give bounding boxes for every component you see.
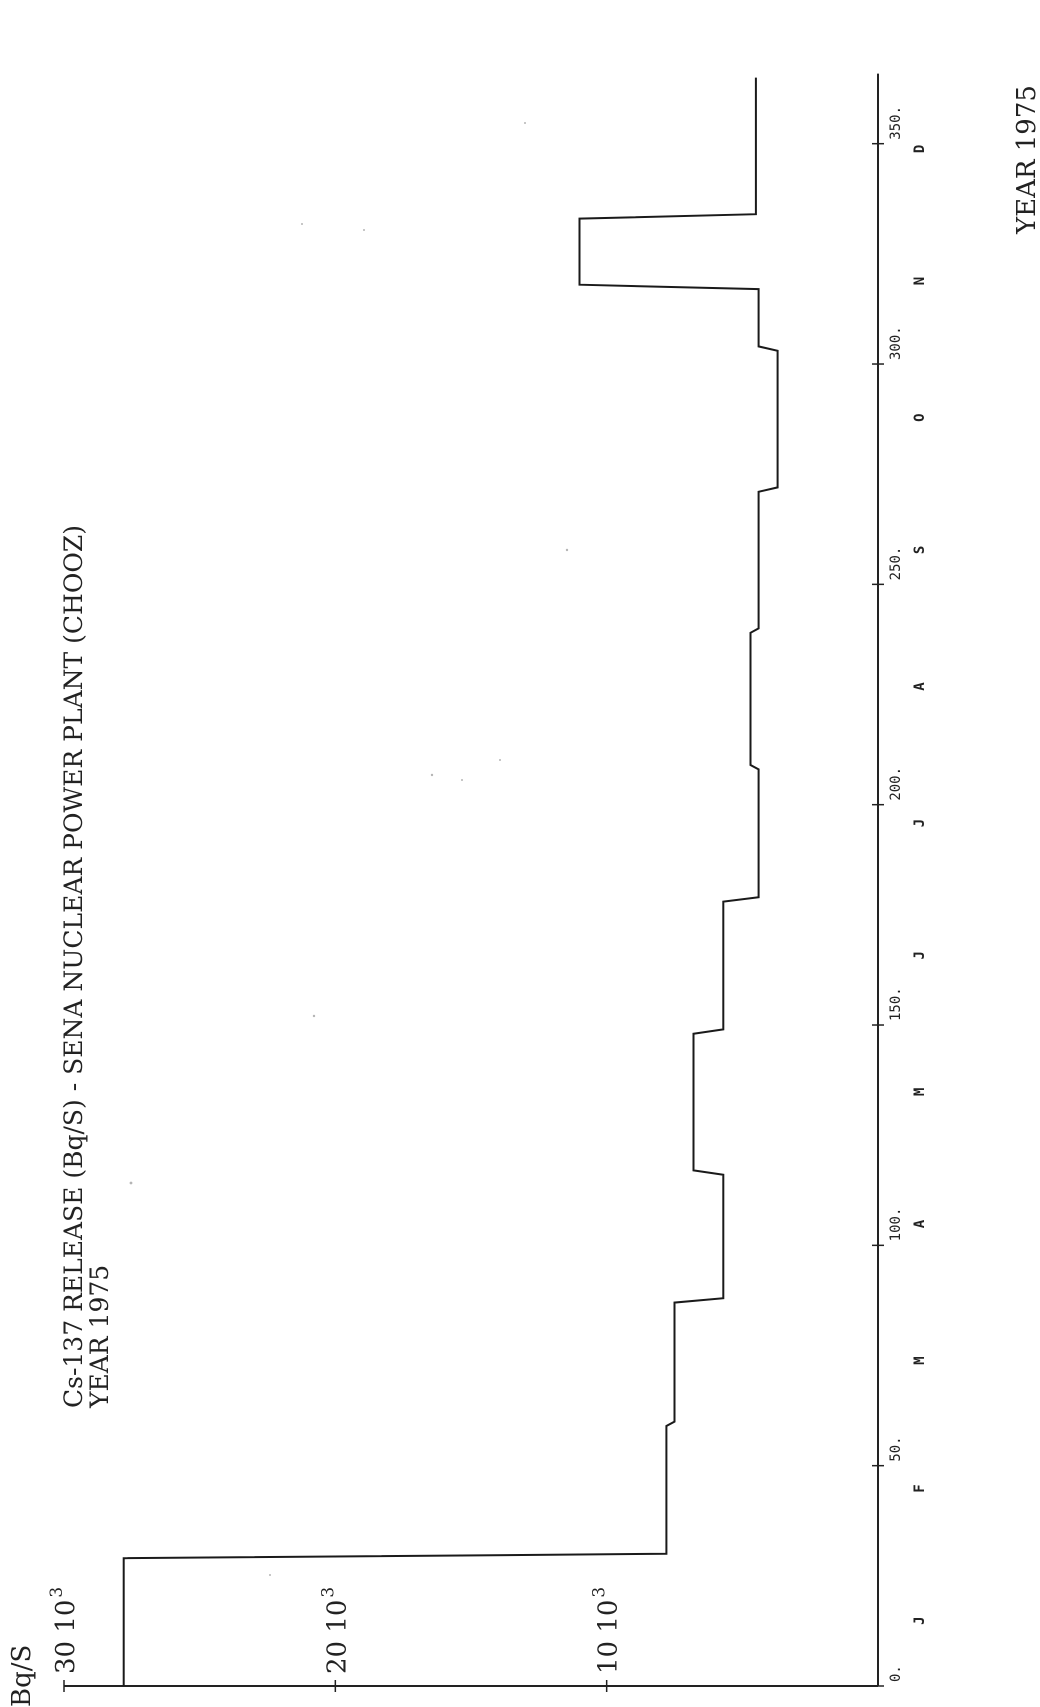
speck (430, 773, 434, 777)
day-tick-label-group: 150. (888, 987, 904, 1021)
month-label: A (912, 682, 928, 691)
value-tick-label: 20 10 (322, 1600, 352, 1674)
day-tick-label-group: 50. (888, 1436, 904, 1461)
chart-subtitle: YEAR 1975 (85, 1265, 114, 1409)
month-label: J (912, 819, 928, 827)
month-label-group: M (912, 1356, 928, 1364)
speck (301, 223, 303, 225)
speck (565, 548, 569, 552)
month-label-group: A (912, 1219, 928, 1228)
month-label-group: S (912, 546, 928, 554)
value-tick-exponent: 3 (47, 1587, 67, 1598)
day-tick-label-group: 200. (888, 767, 904, 801)
value-ticks: 10 10 3 20 10 3 30 10 3 (47, 1587, 624, 1692)
month-label: S (912, 546, 928, 554)
month-label-group: O (912, 413, 928, 421)
month-label: N (912, 277, 928, 285)
value-tick-label-group: 10 10 3 (590, 1587, 624, 1674)
month-label-group: M (912, 1088, 928, 1096)
day-tick-label-group: 350. (888, 106, 904, 140)
day-tick-label: 350. (888, 106, 904, 140)
day-tick-label: 200. (888, 767, 904, 801)
y-axis-label: Bq/S (7, 1645, 37, 1707)
value-tick-exponent: 3 (318, 1587, 338, 1598)
day-tick-label: 0. (888, 1665, 904, 1682)
day-tick-label-group: 300. (888, 326, 904, 360)
month-labels: J F M A M J J A S O N D (912, 145, 928, 1625)
month-label: M (912, 1356, 928, 1364)
scan-specks (129, 122, 569, 1576)
value-tick-label: 30 10 (51, 1600, 81, 1674)
day-tick-label: 50. (888, 1436, 904, 1461)
speck (499, 759, 501, 761)
month-label: M (912, 1088, 928, 1096)
month-label-group: F (912, 1484, 928, 1492)
month-label-group: J (912, 951, 928, 959)
value-tick-label: 10 10 (594, 1600, 624, 1674)
chart-title: Cs-137 RELEASE (Bq/S) - SENA NUCLEAR POW… (59, 525, 88, 1408)
month-label: O (912, 413, 928, 421)
day-ticks: 0. 50. 100. 150. 200. 250. 300. 350. (872, 106, 904, 1687)
speck (269, 1574, 271, 1576)
day-tick-label: 150. (888, 987, 904, 1021)
month-label: F (912, 1484, 928, 1492)
month-label-group: J (912, 1616, 928, 1624)
month-label: J (912, 1616, 928, 1624)
speck (524, 122, 526, 124)
month-label: A (912, 1219, 928, 1228)
value-tick-label-group: 30 10 3 (47, 1587, 81, 1674)
release-step-line (122, 77, 779, 1686)
day-tick-label-group: 250. (888, 547, 904, 581)
month-label-group: D (912, 145, 928, 153)
month-label-group: N (912, 277, 928, 285)
day-tick-label: 300. (888, 326, 904, 360)
speck (129, 1181, 133, 1185)
month-label: D (912, 145, 928, 153)
month-label: J (912, 951, 928, 959)
speck (363, 229, 365, 231)
day-tick-label: 100. (888, 1208, 904, 1242)
x-axis-label: YEAR 1975 (1012, 85, 1040, 235)
speck (312, 1014, 316, 1018)
value-tick-label-group: 20 10 3 (318, 1587, 352, 1674)
day-tick-label-group: 100. (888, 1208, 904, 1242)
month-label-group: A (912, 682, 928, 691)
value-tick-exponent: 3 (590, 1587, 610, 1598)
day-tick-label: 250. (888, 547, 904, 581)
speck (461, 779, 463, 781)
day-tick-label-group: 0. (888, 1665, 904, 1682)
month-label-group: J (912, 819, 928, 827)
